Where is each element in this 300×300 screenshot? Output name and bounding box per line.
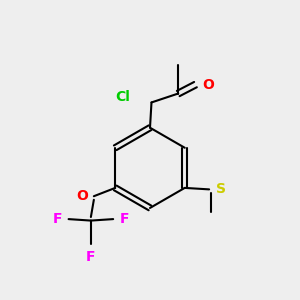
Text: F: F: [86, 250, 96, 264]
Text: S: S: [216, 182, 226, 197]
Text: Cl: Cl: [115, 90, 130, 104]
Text: O: O: [202, 78, 214, 92]
Text: F: F: [52, 212, 62, 226]
Text: F: F: [120, 212, 129, 226]
Text: O: O: [76, 189, 88, 202]
